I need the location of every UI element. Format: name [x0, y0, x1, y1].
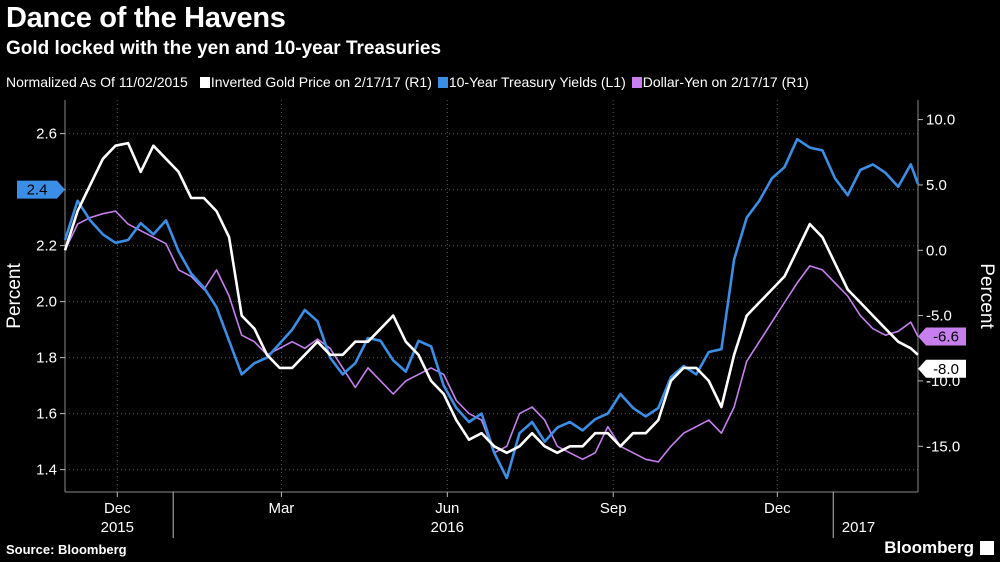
brand-mark-icon — [980, 541, 994, 555]
legend-item-treasury: 10-Year Treasury Yields (L1) — [437, 74, 626, 90]
brand-logo: Bloomberg — [884, 538, 974, 557]
right-axis-title: Percent — [976, 263, 997, 329]
left-tick-label: 1.8 — [36, 350, 57, 367]
x-tick-label: Mar — [268, 500, 294, 517]
series-line-gold — [63, 141, 919, 455]
year-label: 2016 — [431, 519, 464, 536]
right-tick-label: 5.0 — [926, 177, 947, 194]
x-tick-label: Sep — [600, 500, 627, 517]
x-tick-label: Dec — [104, 500, 131, 517]
left-tick-label: 2.6 — [36, 126, 57, 143]
legend-swatch-gold — [199, 76, 210, 88]
series-line-yen — [64, 210, 919, 463]
year-label: 2015 — [101, 519, 134, 536]
right-tick-label: -15.0 — [926, 438, 960, 455]
current-value-left-box — [17, 180, 65, 199]
source-note: Source: Bloomberg — [6, 542, 127, 557]
legend: Normalized As Of 11/02/2015 Inverted Gol… — [6, 74, 815, 90]
current-value-gold: -8.0 — [933, 361, 959, 378]
series-line-treasury — [63, 137, 920, 480]
right-tick-label: -5.0 — [926, 308, 952, 325]
left-tick-label: 1.4 — [36, 462, 57, 479]
legend-item-yen: Dollar-Yen on 2/17/17 (R1) — [631, 74, 809, 90]
current-value-gold-box — [918, 359, 966, 378]
left-axis-title: Percent — [4, 263, 25, 329]
legend-item-gold: Inverted Gold Price on 2/17/17 (R1) — [199, 74, 432, 90]
current-value-yen-box — [918, 327, 966, 346]
legend-swatch-yen — [631, 76, 642, 88]
legend-label-yen: Dollar-Yen on 2/17/17 (R1) — [642, 74, 809, 90]
legend-label-treasury: 10-Year Treasury Yields (L1) — [448, 74, 626, 90]
legend-label-gold: Inverted Gold Price on 2/17/17 (R1) — [210, 74, 432, 90]
right-tick-label: 0.0 — [926, 242, 947, 259]
left-tick-label: 2.2 — [36, 238, 57, 255]
legend-swatch-treasury — [437, 76, 448, 88]
normalization-note: Normalized As Of 11/02/2015 — [6, 74, 188, 90]
chart-title: Dance of the Havens — [6, 2, 286, 34]
x-tick-label: Jun — [435, 500, 459, 517]
current-value-left: 2.4 — [27, 182, 48, 199]
right-tick-label: 10.0 — [926, 112, 955, 129]
chart-subtitle: Gold locked with the yen and 10-year Tre… — [6, 38, 442, 59]
left-tick-label: 1.6 — [36, 406, 57, 423]
year-label: 2017 — [842, 519, 875, 536]
left-tick-label: 2.0 — [36, 294, 57, 311]
x-tick-label: Dec — [764, 500, 791, 517]
current-value-yen: -6.6 — [933, 329, 959, 346]
